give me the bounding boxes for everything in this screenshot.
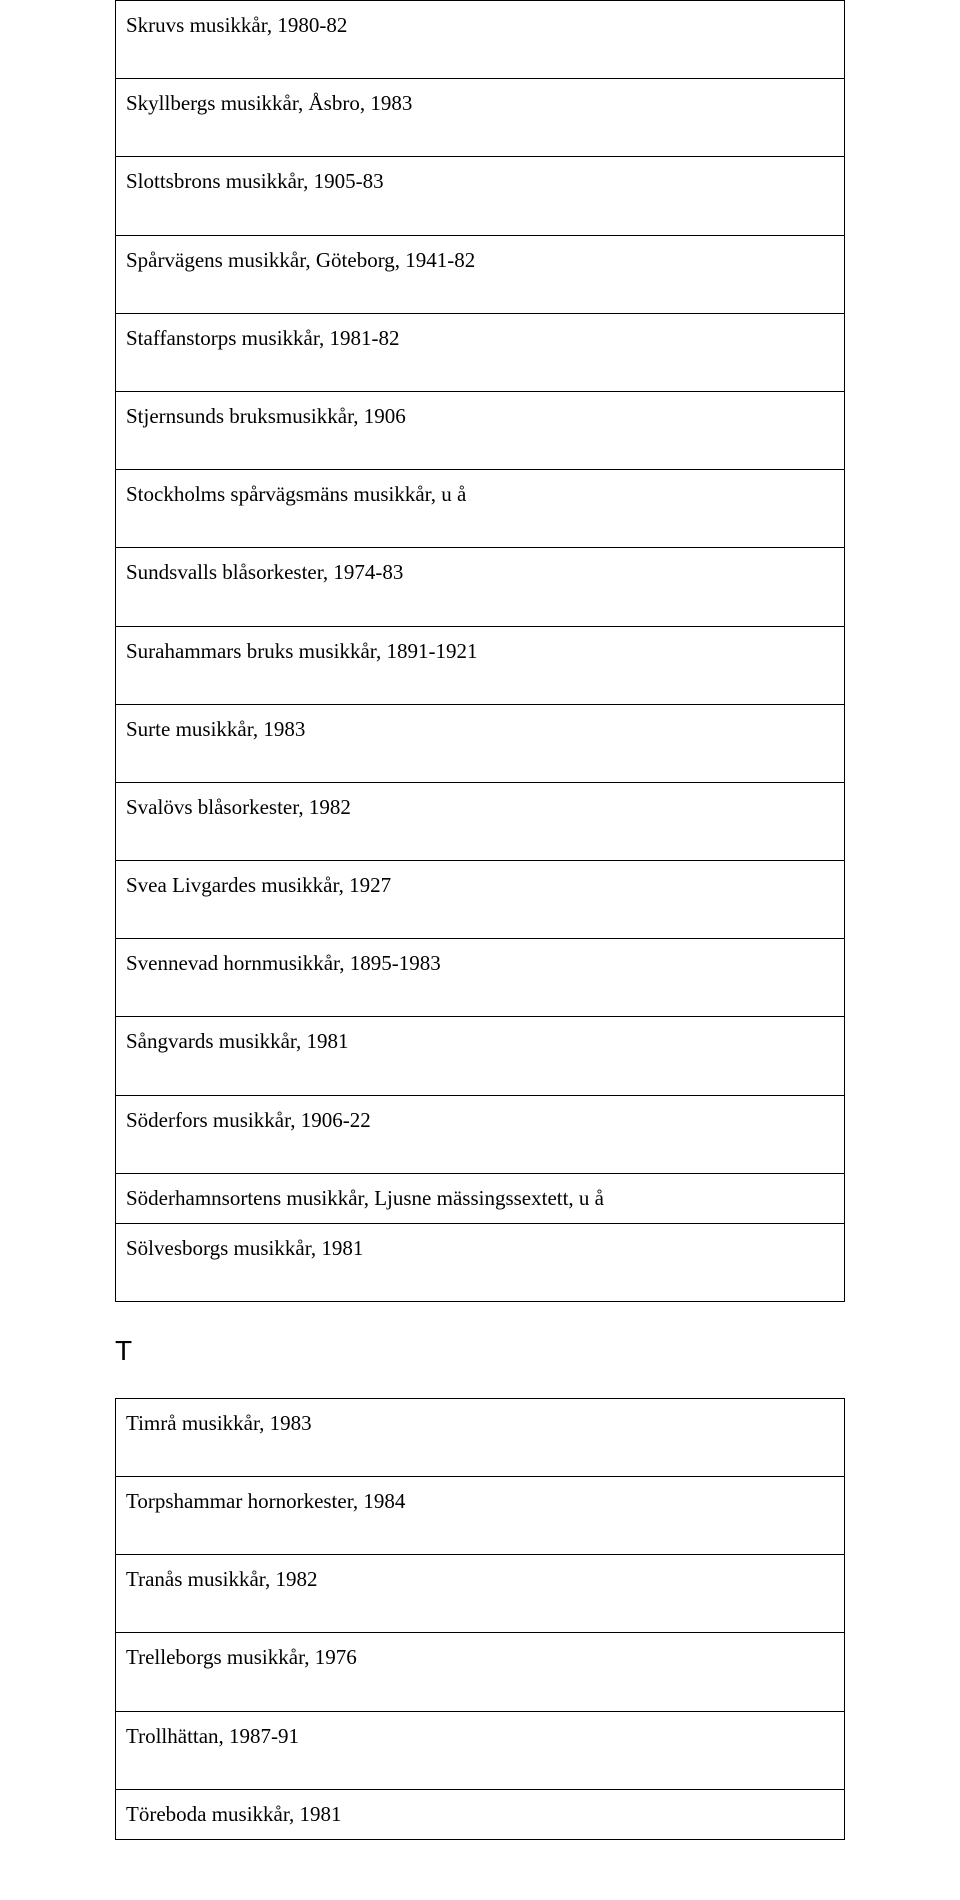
table-row: Stockholms spårvägsmäns musikkår, u å (116, 470, 845, 548)
table-row: Söderfors musikkår, 1906-22 (116, 1095, 845, 1173)
table-cell: Töreboda musikkår, 1981 (116, 1789, 845, 1839)
table-cell: Trollhättan, 1987-91 (116, 1711, 845, 1789)
table-row: Töreboda musikkår, 1981 (116, 1789, 845, 1839)
table-row: Svea Livgardes musikkår, 1927 (116, 861, 845, 939)
table-row: Svennevad hornmusikkår, 1895-1983 (116, 939, 845, 1017)
section-t-tbody: Timrå musikkår, 1983 Torpshammar hornork… (116, 1398, 845, 1839)
entry-text: Svalövs blåsorkester, 1982 (126, 795, 351, 819)
table-cell: Torpshammar hornorkester, 1984 (116, 1476, 845, 1554)
table-row: Tranås musikkår, 1982 (116, 1555, 845, 1633)
entry-text: Töreboda musikkår, 1981 (126, 1802, 342, 1826)
entry-text: Slottsbrons musikkår, 1905-83 (126, 169, 384, 193)
table-row: Trollhättan, 1987-91 (116, 1711, 845, 1789)
entry-text: Surte musikkår, 1983 (126, 717, 305, 741)
section-s-tbody: Skruvs musikkår, 1980-82 Skyllbergs musi… (116, 1, 845, 1302)
entry-text: Stockholms spårvägsmäns musikkår, u å (126, 482, 466, 506)
table-cell: Tranås musikkår, 1982 (116, 1555, 845, 1633)
table-cell: Slottsbrons musikkår, 1905-83 (116, 157, 845, 235)
table-cell: Staffanstorps musikkår, 1981-82 (116, 313, 845, 391)
table-cell: Spårvägens musikkår, Göteborg, 1941-82 (116, 235, 845, 313)
table-row: Trelleborgs musikkår, 1976 (116, 1633, 845, 1711)
table-cell: Stockholms spårvägsmäns musikkår, u å (116, 470, 845, 548)
table-cell: Skyllbergs musikkår, Åsbro, 1983 (116, 79, 845, 157)
table-cell: Sölvesborgs musikkår, 1981 (116, 1224, 845, 1302)
section-t-table: Timrå musikkår, 1983 Torpshammar hornork… (115, 1398, 845, 1840)
table-cell: Svea Livgardes musikkår, 1927 (116, 861, 845, 939)
table-cell: Skruvs musikkår, 1980-82 (116, 1, 845, 79)
table-cell: Söderhamnsortens musikkår, Ljusne mässin… (116, 1173, 845, 1223)
table-row: Sångvards musikkår, 1981 (116, 1017, 845, 1095)
table-cell: Timrå musikkår, 1983 (116, 1398, 845, 1476)
table-cell: Stjernsunds bruksmusikkår, 1906 (116, 391, 845, 469)
table-cell: Surte musikkår, 1983 (116, 704, 845, 782)
entry-text: Stjernsunds bruksmusikkår, 1906 (126, 404, 406, 428)
table-row: Staffanstorps musikkår, 1981-82 (116, 313, 845, 391)
section-s-table: Skruvs musikkår, 1980-82 Skyllbergs musi… (115, 0, 845, 1302)
entry-text: Svennevad hornmusikkår, 1895-1983 (126, 951, 441, 975)
table-row: Svalövs blåsorkester, 1982 (116, 782, 845, 860)
table-cell: Sundsvalls blåsorkester, 1974-83 (116, 548, 845, 626)
table-row: Skruvs musikkår, 1980-82 (116, 1, 845, 79)
entry-text: Skruvs musikkår, 1980-82 (126, 13, 347, 37)
page: Skruvs musikkår, 1980-82 Skyllbergs musi… (0, 0, 960, 1900)
table-cell: Surahammars bruks musikkår, 1891-1921 (116, 626, 845, 704)
table-row: Timrå musikkår, 1983 (116, 1398, 845, 1476)
table-row: Söderhamnsortens musikkår, Ljusne mässin… (116, 1173, 845, 1223)
table-cell: Trelleborgs musikkår, 1976 (116, 1633, 845, 1711)
entry-text: Timrå musikkår, 1983 (126, 1411, 312, 1435)
entry-text: Surahammars bruks musikkår, 1891-1921 (126, 639, 477, 663)
table-cell: Sångvards musikkår, 1981 (116, 1017, 845, 1095)
table-row: Spårvägens musikkår, Göteborg, 1941-82 (116, 235, 845, 313)
entry-text: Torpshammar hornorkester, 1984 (126, 1489, 405, 1513)
table-row: Stjernsunds bruksmusikkår, 1906 (116, 391, 845, 469)
entry-text: Staffanstorps musikkår, 1981-82 (126, 326, 400, 350)
table-row: Surahammars bruks musikkår, 1891-1921 (116, 626, 845, 704)
entry-text: Trollhättan, 1987-91 (126, 1724, 299, 1748)
entry-text: Tranås musikkår, 1982 (126, 1567, 317, 1591)
table-cell: Svalövs blåsorkester, 1982 (116, 782, 845, 860)
table-cell: Söderfors musikkår, 1906-22 (116, 1095, 845, 1173)
table-cell: Svennevad hornmusikkår, 1895-1983 (116, 939, 845, 1017)
entry-text: Svea Livgardes musikkår, 1927 (126, 873, 391, 897)
table-row: Sölvesborgs musikkår, 1981 (116, 1224, 845, 1302)
table-row: Torpshammar hornorkester, 1984 (116, 1476, 845, 1554)
table-row: Surte musikkår, 1983 (116, 704, 845, 782)
entry-text: Söderhamnsortens musikkår, Ljusne mässin… (126, 1186, 604, 1210)
entry-text: Sölvesborgs musikkår, 1981 (126, 1236, 363, 1260)
table-row: Slottsbrons musikkår, 1905-83 (116, 157, 845, 235)
entry-text: Söderfors musikkår, 1906-22 (126, 1108, 371, 1132)
table-row: Sundsvalls blåsorkester, 1974-83 (116, 548, 845, 626)
entry-text: Spårvägens musikkår, Göteborg, 1941-82 (126, 248, 475, 272)
entry-text: Sundsvalls blåsorkester, 1974-83 (126, 560, 403, 584)
section-letter-t: T (115, 1302, 845, 1398)
entry-text: Skyllbergs musikkår, Åsbro, 1983 (126, 91, 412, 115)
entry-text: Trelleborgs musikkår, 1976 (126, 1645, 357, 1669)
entry-text: Sångvards musikkår, 1981 (126, 1029, 349, 1053)
table-row: Skyllbergs musikkår, Åsbro, 1983 (116, 79, 845, 157)
